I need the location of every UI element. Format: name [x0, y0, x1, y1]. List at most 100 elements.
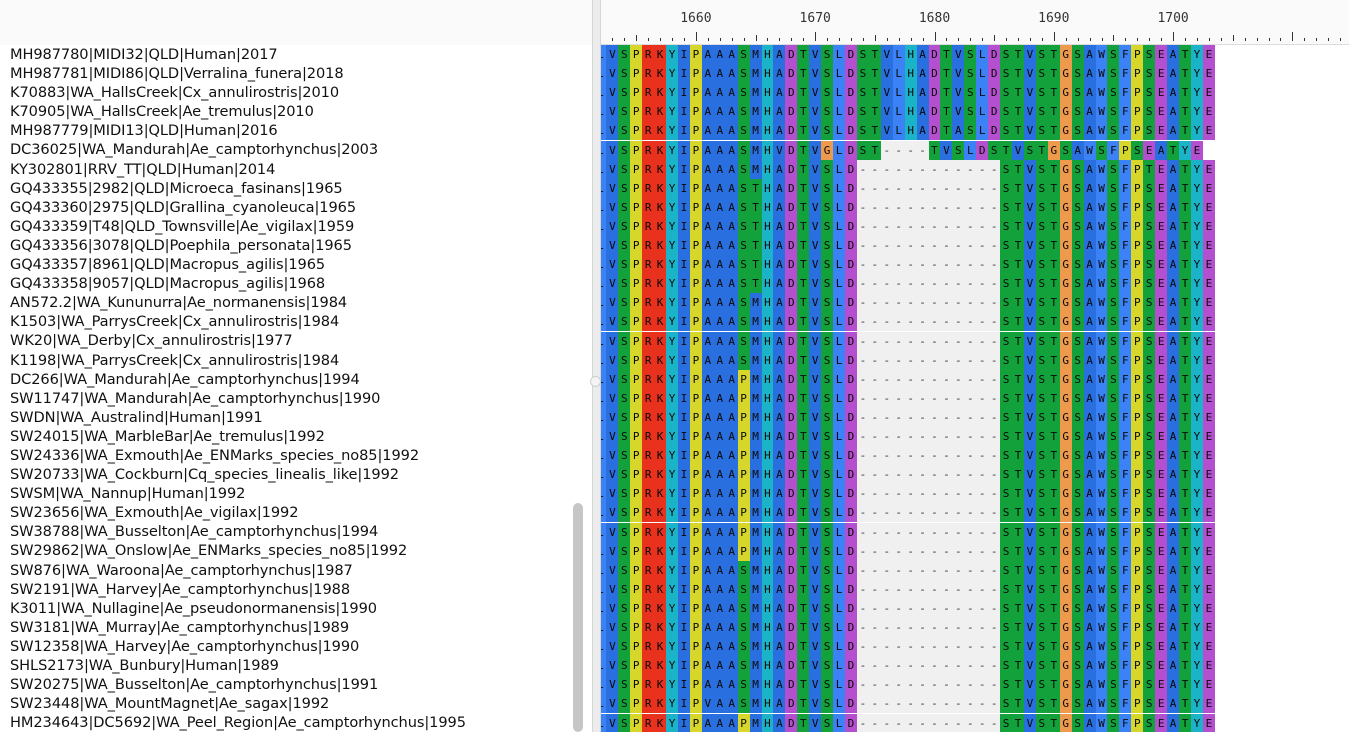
residue-cell[interactable]: S — [737, 178, 750, 198]
gap-cell[interactable]: - — [928, 197, 941, 217]
residue-cell[interactable]: M — [749, 579, 762, 599]
residue-cell[interactable]: T — [1012, 618, 1024, 638]
residue-cell[interactable]: P — [1131, 388, 1144, 408]
residue-cell[interactable]: K — [654, 560, 667, 580]
residue-cell[interactable]: S — [821, 407, 834, 427]
residue-cell[interactable]: Y — [1191, 178, 1203, 198]
residue-cell[interactable]: D — [785, 274, 798, 294]
residue-cell[interactable]: V — [809, 579, 822, 599]
residue-cell[interactable]: A — [713, 312, 726, 332]
residue-cell[interactable]: S — [1035, 598, 1048, 618]
residue-cell[interactable]: W — [1095, 427, 1108, 447]
residue-cell[interactable]: E — [1202, 656, 1215, 676]
residue-cell[interactable]: A — [713, 197, 726, 217]
residue-cell[interactable]: G — [1059, 216, 1072, 236]
residue-cell[interactable]: V — [1023, 102, 1036, 122]
residue-cell[interactable]: P — [689, 713, 702, 732]
residue-cell[interactable]: P — [630, 312, 643, 332]
residue-cell[interactable]: M — [749, 388, 762, 408]
residue-cell[interactable]: T — [1047, 197, 1060, 217]
residue-cell[interactable]: E — [1202, 541, 1215, 561]
residue-cell[interactable]: T — [1012, 388, 1024, 408]
residue-cell[interactable]: A — [725, 178, 738, 198]
residue-cell[interactable]: S — [737, 102, 750, 122]
gap-cell[interactable]: - — [964, 484, 977, 504]
residue-cell[interactable]: P — [689, 560, 702, 580]
residue-cell[interactable]: A — [725, 331, 738, 351]
gap-cell[interactable]: - — [928, 427, 941, 447]
gap-cell[interactable]: - — [856, 216, 869, 236]
residue-cell[interactable]: T — [1047, 331, 1060, 351]
residue-cell[interactable]: T — [797, 598, 810, 618]
residue-cell[interactable]: D — [845, 121, 857, 141]
residue-cell[interactable]: P — [689, 694, 702, 714]
residue-cell[interactable]: S — [737, 694, 750, 714]
residue-cell[interactable]: I — [678, 121, 690, 141]
residue-cell[interactable]: A — [725, 140, 738, 160]
residue-cell[interactable]: S — [856, 121, 869, 141]
gap-cell[interactable]: - — [904, 140, 917, 160]
residue-cell[interactable]: S — [737, 255, 750, 275]
gap-cell[interactable]: - — [952, 503, 965, 523]
gap-cell[interactable]: - — [904, 331, 917, 351]
residue-cell[interactable]: P — [689, 312, 702, 332]
residue-cell[interactable]: A — [1167, 637, 1180, 657]
residue-cell[interactable]: A — [773, 427, 786, 447]
residue-cell[interactable]: E — [1202, 159, 1215, 179]
gap-cell[interactable]: - — [880, 713, 893, 732]
residue-cell[interactable]: T — [1179, 484, 1191, 504]
residue-cell[interactable]: P — [630, 541, 643, 561]
residue-cell[interactable]: T — [1047, 102, 1060, 122]
residue-cell[interactable]: D — [785, 675, 798, 695]
gap-cell[interactable]: - — [916, 140, 929, 160]
residue-cell[interactable]: K — [654, 503, 667, 523]
residue-cell[interactable]: V — [1023, 446, 1036, 466]
residue-cell[interactable]: L — [601, 216, 607, 236]
gap-cell[interactable]: - — [892, 427, 905, 447]
gap-cell[interactable]: - — [976, 560, 989, 580]
residue-cell[interactable]: T — [1012, 293, 1024, 313]
residue-cell[interactable]: S — [1143, 121, 1156, 141]
residue-cell[interactable]: D — [785, 388, 798, 408]
residue-cell[interactable]: R — [642, 541, 655, 561]
gap-cell[interactable]: - — [856, 618, 869, 638]
residue-cell[interactable]: Y — [1191, 407, 1203, 427]
gap-cell[interactable]: - — [928, 560, 941, 580]
residue-cell[interactable]: V — [1023, 350, 1036, 370]
residue-cell[interactable]: Y — [1191, 216, 1203, 236]
sequence-name[interactable]: SW38788|WA_Busselton|Ae_camptorhynchus|1… — [10, 523, 379, 541]
residue-cell[interactable]: V — [606, 388, 619, 408]
gap-cell[interactable]: - — [916, 236, 929, 256]
residue-cell[interactable]: S — [1000, 159, 1013, 179]
residue-cell[interactable]: S — [1143, 560, 1156, 580]
residue-cell[interactable]: P — [689, 274, 702, 294]
residue-cell[interactable]: T — [797, 713, 810, 732]
residue-cell[interactable]: A — [725, 236, 738, 256]
residue-cell[interactable]: A — [773, 255, 786, 275]
residue-cell[interactable]: M — [749, 465, 762, 485]
gap-cell[interactable]: - — [976, 579, 989, 599]
residue-cell[interactable]: D — [845, 656, 857, 676]
residue-cell[interactable]: S — [1107, 312, 1120, 332]
residue-cell[interactable]: T — [1012, 522, 1024, 542]
gap-cell[interactable]: - — [856, 331, 869, 351]
residue-cell[interactable]: K — [654, 197, 667, 217]
residue-cell[interactable]: S — [1000, 694, 1013, 714]
residue-cell[interactable]: S — [1000, 331, 1013, 351]
residue-cell[interactable]: S — [1071, 694, 1084, 714]
residue-cell[interactable]: A — [701, 369, 714, 389]
residue-cell[interactable]: T — [1000, 140, 1013, 160]
residue-cell[interactable]: K — [654, 465, 667, 485]
residue-cell[interactable]: T — [1179, 102, 1191, 122]
residue-cell[interactable]: A — [1167, 121, 1180, 141]
gap-cell[interactable]: - — [952, 216, 965, 236]
residue-cell[interactable]: S — [1000, 178, 1013, 198]
residue-cell[interactable]: A — [1083, 427, 1096, 447]
residue-cell[interactable]: F — [1119, 64, 1132, 84]
gap-cell[interactable]: - — [976, 369, 989, 389]
residue-cell[interactable]: I — [678, 369, 690, 389]
residue-cell[interactable]: S — [1000, 293, 1013, 313]
gap-cell[interactable]: - — [904, 236, 917, 256]
gap-cell[interactable]: - — [904, 293, 917, 313]
residue-cell[interactable]: T — [1012, 216, 1024, 236]
